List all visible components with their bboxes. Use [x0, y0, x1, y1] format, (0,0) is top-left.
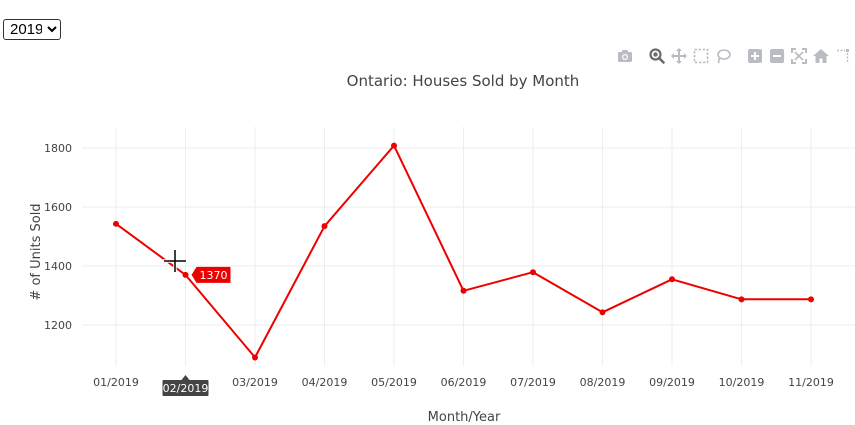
- series: [113, 142, 814, 361]
- x-tick-labels: 01/2019 03/2019 04/2019 05/2019 06/2019 07/20…: [93, 376, 834, 389]
- x-tick-label: 11/2019: [788, 376, 834, 389]
- crosshair-cursor-icon: [163, 249, 187, 273]
- x-tick-label: 09/2019: [649, 376, 695, 389]
- autoscale-icon[interactable]: [790, 47, 808, 65]
- x-tick-label: 08/2019: [580, 376, 626, 389]
- y-tick-labels: 1200 1400 1600 1800: [44, 142, 72, 332]
- grid: [82, 127, 855, 366]
- hover-value-box: [191, 266, 231, 283]
- reset-axes-icon[interactable]: [812, 47, 830, 65]
- hover-tooltip: 02/2019 1370: [162, 266, 231, 396]
- data-point: [669, 276, 675, 283]
- hover-x-label-bg: [162, 380, 209, 396]
- chart-modebar: [616, 47, 855, 65]
- data-point: [530, 269, 536, 276]
- data-point: [252, 354, 258, 361]
- x-tick-label: 03/2019: [232, 376, 278, 389]
- x-tick-label: 10/2019: [719, 376, 765, 389]
- y-axis-title: # of Units Sold: [29, 203, 44, 300]
- data-point: [460, 287, 467, 294]
- box-select-icon[interactable]: [692, 47, 710, 65]
- spike-lines-icon[interactable]: [834, 47, 852, 65]
- x-axis-title: Month/Year: [428, 410, 501, 425]
- zoom-out-icon[interactable]: [768, 47, 786, 65]
- y-tick-label: 1800: [44, 142, 72, 155]
- chart-title: Ontario: Houses Sold by Month: [347, 72, 580, 90]
- zoom-icon[interactable]: [648, 47, 666, 65]
- data-point: [599, 309, 606, 316]
- x-tick-label: 05/2019: [371, 376, 417, 389]
- lasso-icon[interactable]: [714, 47, 732, 65]
- y-tick-label: 1600: [44, 201, 72, 214]
- x-tick-label: 04/2019: [302, 376, 348, 389]
- zoom-in-icon[interactable]: [746, 47, 764, 65]
- data-point: [738, 296, 745, 303]
- camera-icon[interactable]: [616, 47, 634, 65]
- hover-value-label: 1370: [200, 269, 228, 282]
- x-tick-label: 06/2019: [441, 376, 487, 389]
- data-point: [391, 142, 397, 149]
- x-tick-label: 07/2019: [510, 376, 556, 389]
- y-tick-label: 1400: [44, 260, 72, 273]
- data-point: [113, 220, 119, 227]
- y-tick-label: 1200: [44, 319, 72, 332]
- x-tick-label: 01/2019: [93, 376, 139, 389]
- data-point: [182, 271, 189, 278]
- data-point: [321, 223, 328, 230]
- hover-x-label: 02/2019: [163, 382, 209, 395]
- hover-x-label-arrow: [181, 375, 190, 380]
- pan-icon[interactable]: [670, 47, 688, 65]
- year-select[interactable]: 2019: [3, 19, 61, 40]
- data-point: [808, 296, 814, 303]
